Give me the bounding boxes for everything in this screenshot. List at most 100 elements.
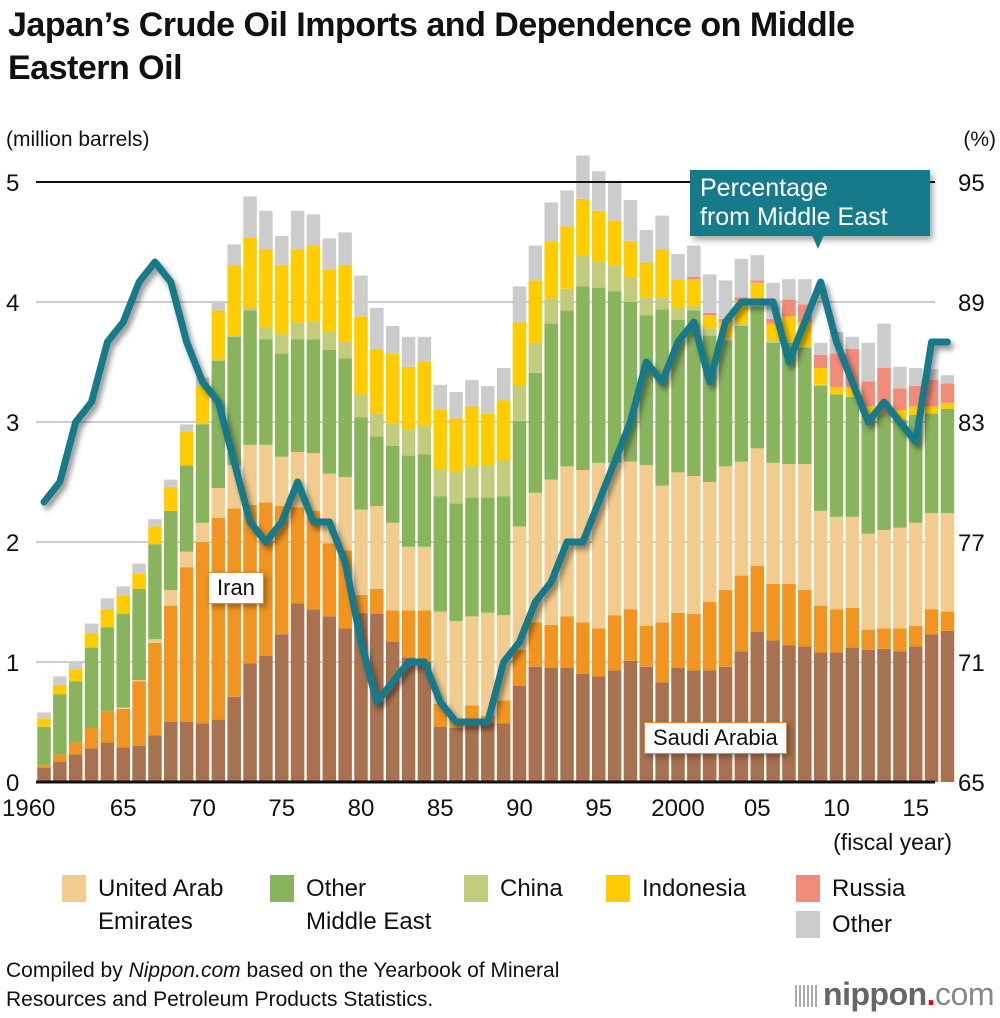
bar-segment [385, 353, 400, 424]
bar-segment [322, 616, 337, 782]
bar-segment [354, 394, 368, 418]
source-note: Compiled by Nippon.com based on the Year… [6, 956, 559, 1014]
bar-segment [528, 622, 543, 667]
bar-segment [370, 506, 384, 589]
bar-stack [354, 275, 368, 782]
logo-dot: . [926, 976, 936, 1012]
bar-segment [132, 681, 146, 746]
callout-line-2: from Middle East [700, 203, 888, 231]
bar-segment [322, 238, 337, 270]
bar-segment [148, 544, 162, 640]
legend-label: Russia [832, 875, 906, 902]
bar-segment [512, 420, 527, 527]
bar-stack [798, 279, 812, 782]
bar-segment [179, 431, 194, 466]
bar-segment [306, 321, 321, 340]
bar-stack [132, 563, 146, 782]
bar-segment [750, 304, 764, 307]
bar-segment [259, 327, 273, 340]
bar-segment [53, 684, 67, 695]
bar-segment [84, 633, 99, 648]
bar-segment [877, 530, 891, 629]
bar-segment [893, 628, 907, 652]
bar-segment [718, 340, 733, 467]
bar-segment [370, 308, 384, 349]
bar-segment [734, 651, 749, 782]
bar-segment [782, 316, 796, 342]
y-tick-label: 1 [6, 650, 19, 677]
legend-swatch [796, 875, 820, 902]
bar-segment [813, 354, 828, 368]
bar-segment [607, 266, 622, 292]
y2-tick-label: 71 [958, 650, 985, 677]
bar-segment [576, 674, 590, 782]
bar-stack [940, 375, 955, 782]
bar-segment [100, 609, 115, 628]
bar-stack [655, 215, 669, 782]
bar-segment [750, 566, 764, 632]
percentage-line-path [40, 258, 951, 726]
source-italic: Nippon.com [128, 959, 241, 982]
bar-segment [449, 392, 463, 419]
bar-segment [385, 326, 400, 354]
bar-segment [417, 425, 432, 455]
legend-label: Other Middle East [306, 875, 432, 935]
bar-segment [100, 627, 115, 712]
x-tick-label: 15 [902, 795, 929, 822]
bar-segment [512, 386, 527, 421]
bar-stack [306, 214, 321, 782]
bar-segment [893, 366, 907, 389]
bar-segment [813, 342, 828, 355]
bar-stack [164, 479, 178, 782]
bar-stack [718, 280, 733, 782]
bar-segment [829, 353, 844, 388]
bar-segment [592, 261, 606, 288]
bar-stack [449, 392, 463, 782]
bar-segment [275, 634, 289, 782]
right-axis-unit: (%) [963, 128, 996, 151]
saudi-arabia-label: Saudi Arabia [644, 722, 787, 754]
bar-stack [259, 210, 273, 782]
x-tick-label: 1960 [2, 795, 55, 822]
bar-segment [164, 486, 178, 511]
bar-stack [750, 255, 764, 782]
bar-segment [179, 722, 194, 782]
bar-segment [782, 341, 796, 343]
bar-segment [607, 180, 622, 221]
bar-segment [100, 598, 115, 610]
bar-segment [798, 464, 812, 590]
bar-segment [528, 372, 543, 493]
bar-segment [275, 334, 289, 354]
bar-stack [195, 377, 210, 782]
bar-segment [718, 338, 733, 341]
x-tick-label: 95 [585, 795, 612, 822]
bar-segment [449, 418, 463, 473]
bar-segment [576, 198, 590, 256]
bar-segment [53, 761, 67, 782]
bar-segment [84, 728, 99, 749]
bar-segment [924, 380, 939, 407]
bar-segment [592, 676, 606, 782]
bar-segment [512, 686, 527, 782]
bar-segment [290, 507, 305, 604]
bar-segment [290, 210, 305, 250]
bar-segment [687, 310, 701, 476]
bar-segment [845, 396, 860, 517]
bar-segment [671, 254, 685, 280]
bar-segment [84, 623, 99, 634]
bar-segment [829, 387, 844, 395]
bar-stack [893, 366, 907, 782]
bar-segment [354, 316, 368, 395]
bar-segment [243, 308, 257, 311]
bar-stack [243, 196, 257, 782]
bar-stack [592, 171, 606, 782]
bar-segment [179, 551, 194, 568]
bar-stack [576, 155, 590, 782]
bar-stack [623, 200, 638, 782]
bar-segment [370, 588, 384, 614]
bar-stack [148, 519, 162, 782]
bar-segment [702, 602, 717, 671]
bar-segment [893, 527, 907, 629]
bar-segment [718, 280, 733, 319]
bar-segment [782, 342, 796, 464]
